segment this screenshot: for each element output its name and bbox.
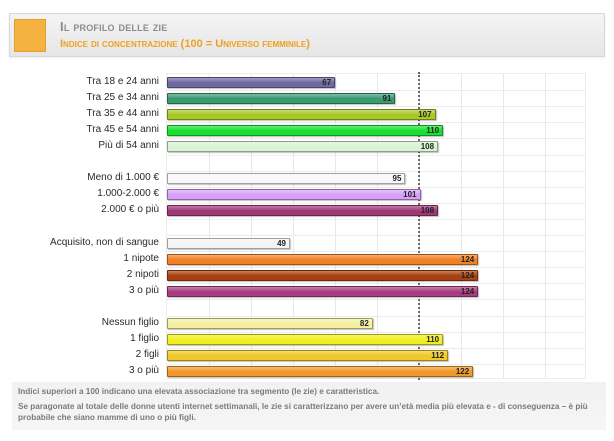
horizontal-gridline: [167, 251, 585, 253]
category-label: Acquisito, non di sangue: [50, 236, 159, 248]
reference-line-100: [418, 72, 420, 380]
horizontal-gridline: [167, 283, 585, 285]
horizontal-gridline: [167, 122, 585, 124]
chart-header: Il profilo delle zie Indice di concentra…: [9, 13, 605, 57]
bar-value-label: 107: [418, 109, 432, 119]
bar-value-label: 82: [359, 319, 369, 328]
category-label: 2.000 € o più: [101, 204, 159, 216]
footnote-index-explanation: Indici superiori a 100 indicano una elev…: [18, 387, 380, 396]
category-label: 1 nipote: [123, 252, 159, 264]
bar-value-label: 124: [460, 254, 475, 264]
horizontal-gridline: [167, 90, 585, 92]
bar-value-label: 67: [322, 77, 332, 87]
vertical-gridline: [251, 74, 252, 378]
bar: 124: [167, 269, 479, 281]
horizontal-gridline: [167, 347, 585, 349]
bar-chart: 67 91 107 110 108 95 101 108 49 124 124 124 82 110 112…: [0, 60, 614, 382]
horizontal-gridline: [167, 202, 585, 204]
category-label: Tra 18 e 24 anni: [86, 75, 159, 87]
plot-area: 67 91 107 110 108 95 101 108 49 124 124 124 82 110 112…: [166, 72, 586, 380]
bar-value-label: 95: [392, 174, 402, 184]
bar-value-label: 124: [460, 286, 475, 296]
horizontal-gridline: [167, 154, 585, 156]
vertical-gridline: [545, 74, 546, 378]
bar-value-label: 101: [403, 190, 417, 200]
horizontal-gridline: [167, 363, 585, 365]
category-label: 1 figlio: [130, 333, 159, 345]
category-label: Tra 45 e 54 anni: [86, 123, 159, 135]
bar: 124: [167, 253, 479, 265]
bar: 122: [167, 366, 474, 378]
horizontal-gridline: [167, 218, 585, 220]
bar: 124: [167, 285, 479, 297]
category-label: Tra 25 e 34 anni: [86, 91, 159, 103]
vertical-gridline: [335, 74, 336, 378]
vertical-gridline: [377, 74, 378, 378]
category-label: 3 o più: [128, 365, 159, 377]
bar-value-label: 49: [277, 238, 286, 248]
horizontal-gridline: [167, 170, 585, 172]
vertical-gridline: [461, 74, 462, 378]
bar: 110: [167, 334, 444, 346]
bar-value-label: 110: [426, 335, 440, 345]
bar-value-label: 110: [426, 125, 440, 135]
bar-value-label: 91: [382, 93, 392, 103]
category-label: Più di 54 anni: [98, 139, 159, 151]
vertical-gridline: [209, 74, 210, 378]
horizontal-gridline: [167, 106, 585, 108]
horizontal-gridline: [167, 315, 585, 317]
bar: 95: [167, 173, 406, 185]
horizontal-gridline: [167, 235, 585, 236]
chart-footnote: Indici superiori a 100 indicano una elev…: [12, 382, 606, 430]
vertical-gridline: [503, 74, 504, 378]
bar-value-label: 112: [431, 351, 445, 361]
bar: 49: [167, 237, 290, 249]
bar-value-label: 122: [455, 367, 470, 377]
bar-value-label: 124: [460, 270, 475, 280]
chart-title: Il profilo delle zie: [60, 19, 168, 34]
horizontal-gridline: [167, 299, 585, 301]
horizontal-gridline: [167, 267, 585, 269]
bar-value-label: 108: [420, 206, 435, 216]
category-label: 2 nipoti: [126, 268, 159, 280]
category-label: Meno di 1.000 €: [87, 172, 159, 184]
vertical-gridline: [293, 74, 294, 378]
category-label: Nessun figlio: [101, 317, 159, 328]
bar: 107: [167, 108, 436, 120]
horizontal-gridline: [167, 186, 585, 188]
bar: 112: [167, 350, 449, 362]
bar: 91: [167, 92, 396, 104]
category-label: Tra 35 e 44 anni: [86, 107, 159, 119]
bar: 110: [167, 124, 444, 136]
bar: 108: [167, 205, 439, 217]
chart-subtitle: Indice di concentrazione (100 = Universo…: [60, 38, 310, 50]
bar: 101: [167, 189, 421, 201]
horizontal-gridline: [167, 138, 585, 140]
footnote-summary: Se paragonate al totale delle donne uten…: [18, 402, 588, 422]
category-label: 2 figli: [135, 349, 159, 361]
category-label: 1.000-2.000 €: [97, 188, 159, 200]
bar-value-label: 108: [420, 141, 435, 151]
bar: 108: [167, 140, 439, 152]
bar: 82: [167, 318, 373, 329]
horizontal-gridline: [167, 331, 585, 333]
category-label: 3 o più: [128, 284, 159, 296]
bar: 67: [167, 76, 336, 88]
header-color-swatch: [14, 19, 46, 52]
